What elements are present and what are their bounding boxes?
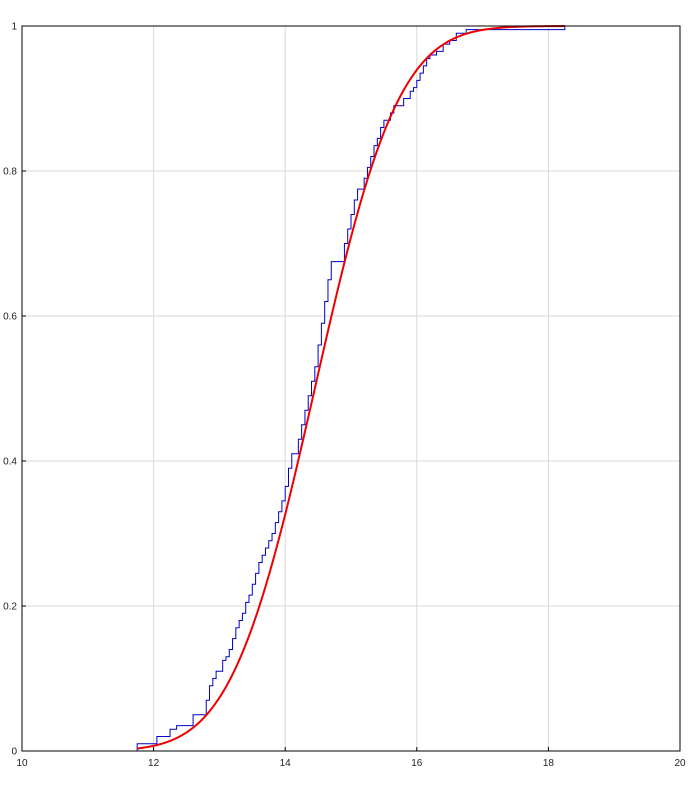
y-tick-label: 1: [11, 22, 17, 33]
fitted-cdf-curve: [137, 25, 565, 750]
y-tick-label: 0.2: [3, 602, 17, 613]
y-tick-label: 0.8: [3, 167, 17, 178]
x-tick-label: 12: [148, 758, 160, 769]
grid: [22, 26, 680, 751]
x-tick-label: 20: [674, 758, 686, 769]
y-tick-label: 0.4: [3, 457, 17, 468]
x-axis: 10 12 14 16 18 20: [16, 747, 686, 769]
y-tick-label: 0.6: [3, 312, 17, 323]
x-tick-label: 10: [16, 758, 28, 769]
x-tick-label: 14: [280, 758, 292, 769]
plot-frame: [21, 25, 681, 752]
x-tick-label: 16: [411, 758, 423, 769]
series-layer: [74, 25, 566, 752]
y-axis: 0 0.2 0.4 0.6 0.8 1: [3, 22, 26, 758]
y-tick-label: 0: [11, 747, 17, 758]
x-tick-label: 18: [543, 758, 555, 769]
empirical-cdf-line: [74, 26, 566, 752]
